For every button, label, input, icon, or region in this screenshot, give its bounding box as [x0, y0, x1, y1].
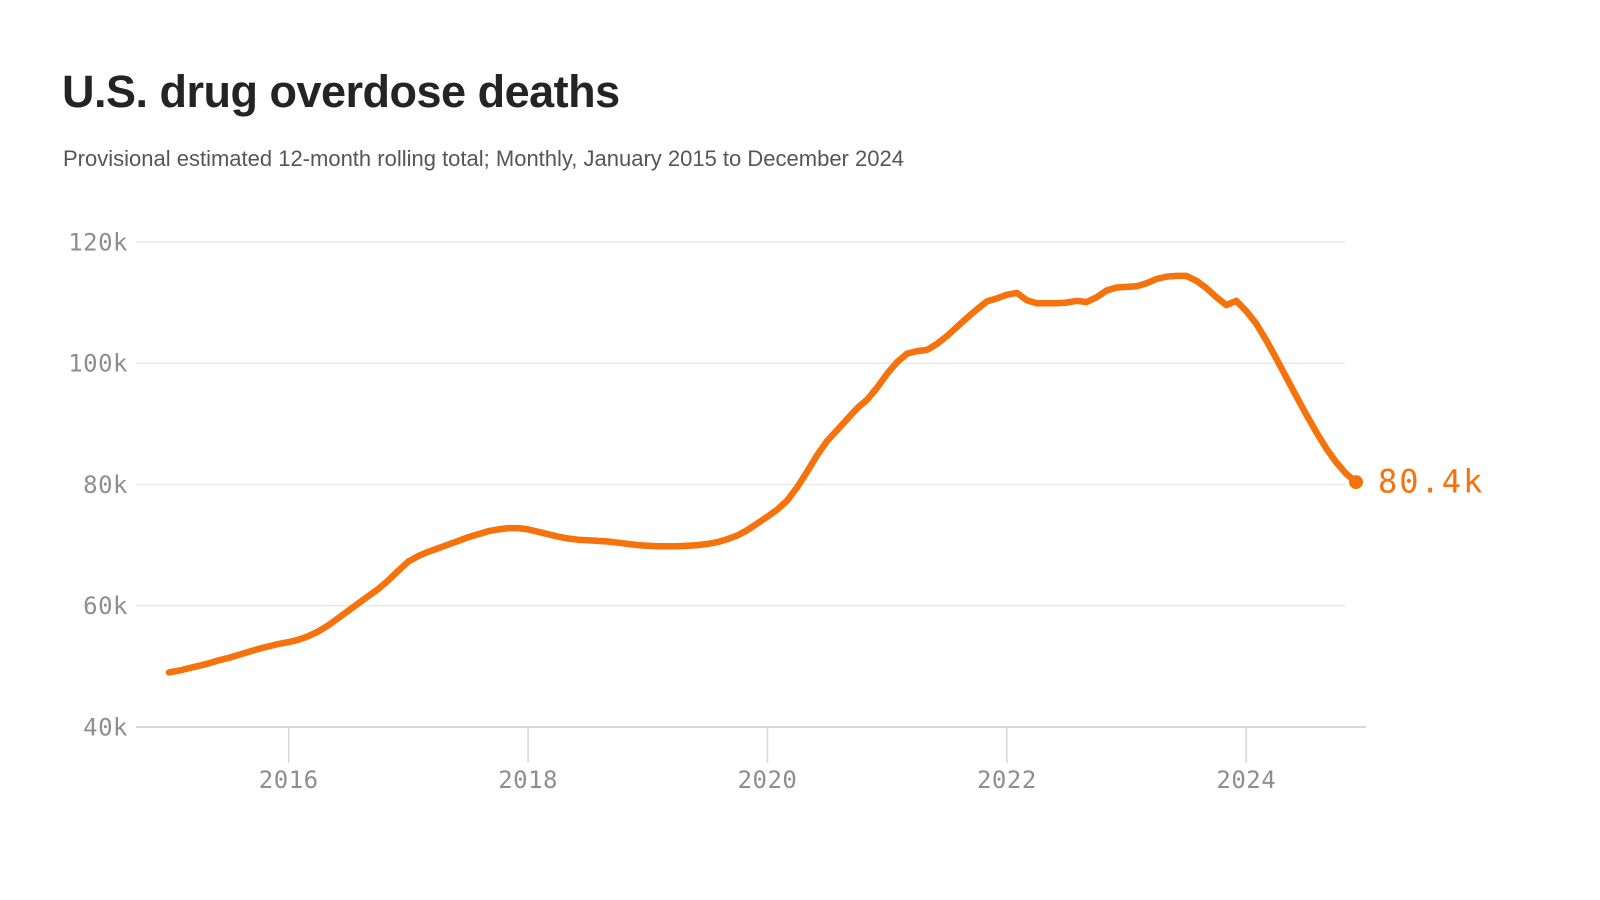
chart-subtitle: Provisional estimated 12-month rolling t…: [63, 146, 904, 171]
x-axis-labels: 2016 2018 2020 2022 2024: [259, 766, 1276, 794]
x-tick-label: 2016: [259, 766, 319, 794]
x-tick-label: 2020: [738, 766, 798, 794]
chart-title: U.S. drug overdose deaths: [62, 66, 620, 117]
x-tick-label: 2022: [977, 766, 1037, 794]
y-gridlines: [136, 241, 1366, 728]
y-tick-label: 80k: [83, 471, 128, 499]
end-point-dot: [1349, 475, 1363, 490]
y-axis-labels: 40k 60k 80k 100k 120k: [68, 228, 128, 741]
y-tick-label: 60k: [83, 592, 128, 620]
y-tick-label: 100k: [68, 350, 128, 378]
x-tick-label: 2024: [1216, 766, 1276, 794]
x-axis-ticks: [287, 727, 1248, 763]
y-tick-label: 40k: [83, 713, 128, 741]
y-tick-label: 120k: [68, 228, 128, 256]
end-value-label: 80.4k: [1378, 462, 1484, 500]
data-line: [165, 272, 1360, 676]
x-tick-label: 2018: [498, 766, 558, 794]
